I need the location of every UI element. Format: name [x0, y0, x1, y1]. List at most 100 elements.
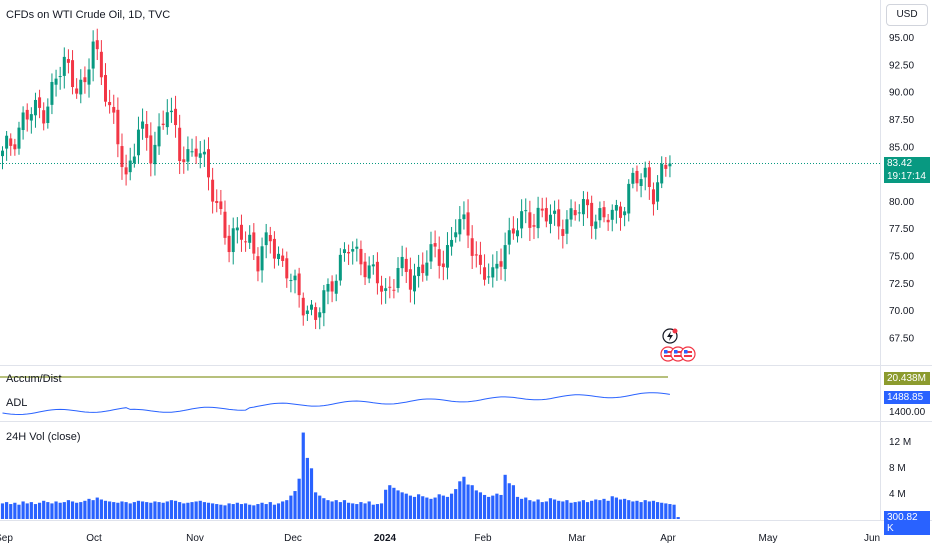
- time-axis-label: May: [759, 533, 778, 544]
- candle-body: [573, 210, 577, 216]
- flag-stripe: [664, 355, 672, 357]
- volume-bar: [557, 500, 561, 519]
- candle-body: [120, 146, 124, 168]
- candle-body: [95, 40, 99, 50]
- volume-bar: [466, 484, 470, 519]
- flag-stripe: [674, 351, 682, 353]
- volume-bar: [186, 502, 190, 519]
- volume-bar: [276, 503, 281, 519]
- candle-body: [244, 241, 248, 243]
- volume-bar: [314, 492, 318, 519]
- currency-button[interactable]: USD: [886, 4, 928, 26]
- candle-body: [441, 263, 445, 268]
- time-axis-label: Oct: [86, 533, 102, 544]
- candle-body: [289, 280, 293, 282]
- candle-body: [198, 153, 202, 158]
- volume-bar: [499, 494, 503, 519]
- candle-body: [211, 179, 215, 202]
- volume-bar: [248, 504, 252, 519]
- candle-body: [248, 234, 252, 243]
- volume-bar: [651, 500, 656, 519]
- volume-bar: [149, 502, 153, 519]
- volume-bar: [359, 502, 363, 519]
- flag-canton: [674, 350, 678, 354]
- candle-body: [643, 167, 647, 178]
- candle-body: [29, 114, 33, 121]
- volume-bar: [536, 499, 540, 519]
- volume-bar: [470, 485, 474, 519]
- volume-bar: [668, 504, 672, 519]
- candle-body: [606, 219, 610, 223]
- volume-bar: [408, 495, 412, 519]
- volume-bar: [404, 493, 408, 519]
- volume-label[interactable]: 24H Vol (close): [6, 431, 81, 443]
- volume-bar: [120, 501, 124, 519]
- candle-body: [437, 249, 441, 266]
- volume-bar: [544, 501, 548, 519]
- candle-body: [330, 281, 334, 292]
- candle-body: [664, 164, 668, 169]
- candle-body: [1, 150, 4, 157]
- volume-bar: [643, 500, 647, 519]
- candle-body: [458, 219, 462, 235]
- volume-bar: [206, 502, 211, 519]
- candle-body: [260, 246, 264, 271]
- candle-body: [182, 159, 186, 163]
- volume-bar: [243, 503, 248, 519]
- volume-bar: [400, 492, 404, 519]
- volume-bar: [17, 504, 21, 519]
- volume-bar: [202, 502, 206, 519]
- volume-bar: [198, 500, 202, 519]
- candle-body: [112, 106, 116, 113]
- volume-bar: [37, 502, 42, 519]
- accum-dist-label[interactable]: Accum/Dist: [6, 373, 62, 385]
- candle-body: [363, 261, 367, 278]
- volume-bar: [330, 501, 334, 519]
- price-tick: 95.00: [889, 33, 914, 44]
- volume-bar: [396, 490, 400, 519]
- candle-body: [569, 208, 573, 220]
- candle-body: [590, 202, 594, 227]
- volume-bar: [33, 504, 38, 519]
- candle-body: [544, 208, 548, 222]
- candle-body: [21, 112, 25, 131]
- volume-bar: [301, 432, 305, 519]
- candle-body: [25, 109, 29, 120]
- candle-body: [623, 211, 627, 216]
- volume-bar: [227, 503, 231, 519]
- candle-body: [610, 209, 614, 220]
- candle-body: [128, 160, 132, 173]
- candle-body: [483, 267, 487, 280]
- volume-bar: [602, 498, 606, 519]
- candle-body: [322, 290, 326, 314]
- candle-body: [499, 261, 503, 267]
- candle-body: [42, 110, 46, 124]
- adl-label[interactable]: ADL: [6, 397, 28, 409]
- flag-stripe: [684, 351, 692, 353]
- volume-bar: [458, 481, 462, 519]
- candle-body: [235, 227, 239, 231]
- candle-body: [71, 60, 75, 88]
- candle-body: [639, 179, 643, 187]
- volume-bar: [231, 504, 235, 519]
- accum-dist-value-tag: 20.438M: [884, 372, 930, 385]
- candle-body: [351, 249, 355, 252]
- candle-body: [132, 156, 136, 164]
- volume-bar: [178, 502, 182, 519]
- volume-bar: [614, 497, 618, 519]
- candle-body: [169, 110, 173, 113]
- flag-canton: [684, 350, 688, 354]
- volume-bar: [268, 502, 272, 519]
- volume-bar: [293, 491, 297, 519]
- volume-bar: [532, 501, 536, 519]
- time-axis-label: Apr: [660, 533, 676, 544]
- volume-bar: [437, 494, 441, 519]
- candle-body: [149, 135, 153, 164]
- time-axis-label: Dec: [284, 533, 302, 544]
- volume-bar: [182, 503, 186, 519]
- candle-body: [417, 266, 421, 277]
- volume-bar: [318, 495, 322, 519]
- us-flag-event-icon[interactable]: [680, 346, 696, 362]
- candle-body: [58, 76, 62, 78]
